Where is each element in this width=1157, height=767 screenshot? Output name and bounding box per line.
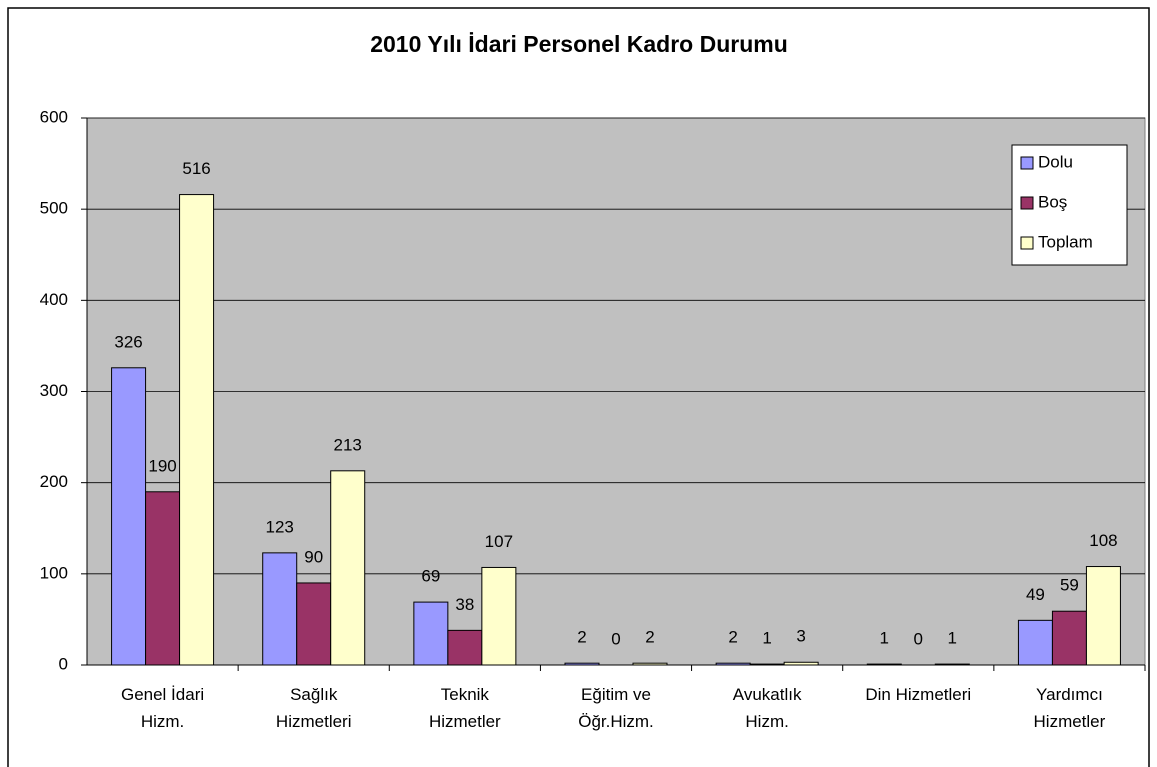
bar (447, 629, 483, 666)
value-label: 2 (728, 628, 737, 647)
y-tick-label: 500 (40, 199, 68, 218)
x-tick-label: Teknik Hizmetler (428, 685, 501, 731)
x-tick-label: Eğitim ve Öğr.Hizm. (578, 685, 654, 731)
value-label: 3 (796, 627, 805, 646)
bar (564, 662, 600, 666)
bar (866, 663, 902, 666)
value-label: 107 (485, 532, 513, 551)
value-label: 1 (948, 629, 957, 648)
bar (111, 367, 147, 666)
bar (783, 661, 819, 666)
x-tick-label: Sağlık Hizmetleri (275, 685, 352, 731)
bar (413, 601, 449, 666)
y-tick-label: 300 (40, 381, 68, 400)
bar (1085, 566, 1121, 666)
value-label: 2 (645, 628, 654, 647)
value-label: 108 (1089, 531, 1117, 550)
value-label: 49 (1026, 585, 1045, 604)
bar (715, 662, 751, 666)
legend-label: Dolu (1038, 152, 1073, 171)
value-label: 190 (148, 456, 176, 475)
x-tick-label: Avukatlık Hizm. (732, 685, 802, 731)
value-label: 0 (914, 629, 923, 648)
value-label: 38 (455, 595, 474, 614)
bar (330, 470, 366, 666)
y-tick-label: 400 (40, 290, 68, 309)
bar (1051, 610, 1087, 666)
y-tick-label: 0 (59, 654, 68, 673)
y-tick-label: 600 (40, 107, 68, 126)
x-tick-label: Din Hizmetleri (865, 685, 972, 704)
legend-swatch (1020, 156, 1034, 170)
bar (934, 663, 970, 666)
chart-title: 2010 Yılı İdari Personel Kadro Durumu (370, 31, 788, 57)
value-label: 69 (421, 567, 440, 586)
value-label: 213 (334, 435, 362, 454)
value-label: 90 (304, 547, 323, 566)
bar (296, 582, 332, 666)
value-label: 1 (762, 629, 771, 648)
value-label: 2 (577, 628, 586, 647)
bar (262, 552, 298, 666)
bar (1017, 619, 1053, 666)
y-tick-label: 200 (40, 472, 68, 491)
y-tick-label: 100 (40, 563, 68, 582)
legend-swatch (1020, 236, 1034, 250)
bar (632, 662, 668, 666)
bar (749, 663, 785, 666)
x-tick-label: Yardımcı Hizmetler (1033, 685, 1106, 731)
bar (179, 194, 215, 666)
legend-label: Toplam (1038, 232, 1093, 251)
value-label: 123 (266, 517, 294, 536)
value-label: 326 (114, 332, 142, 351)
legend-label: Boş (1038, 192, 1067, 211)
value-label: 0 (611, 629, 620, 648)
legend-swatch (1020, 196, 1034, 210)
x-tick-label: Genel İdari Hizm. (120, 685, 205, 731)
value-label: 516 (182, 159, 210, 178)
value-label: 59 (1060, 576, 1079, 595)
bar (145, 491, 181, 666)
value-label: 1 (880, 629, 889, 648)
bar (481, 566, 517, 666)
